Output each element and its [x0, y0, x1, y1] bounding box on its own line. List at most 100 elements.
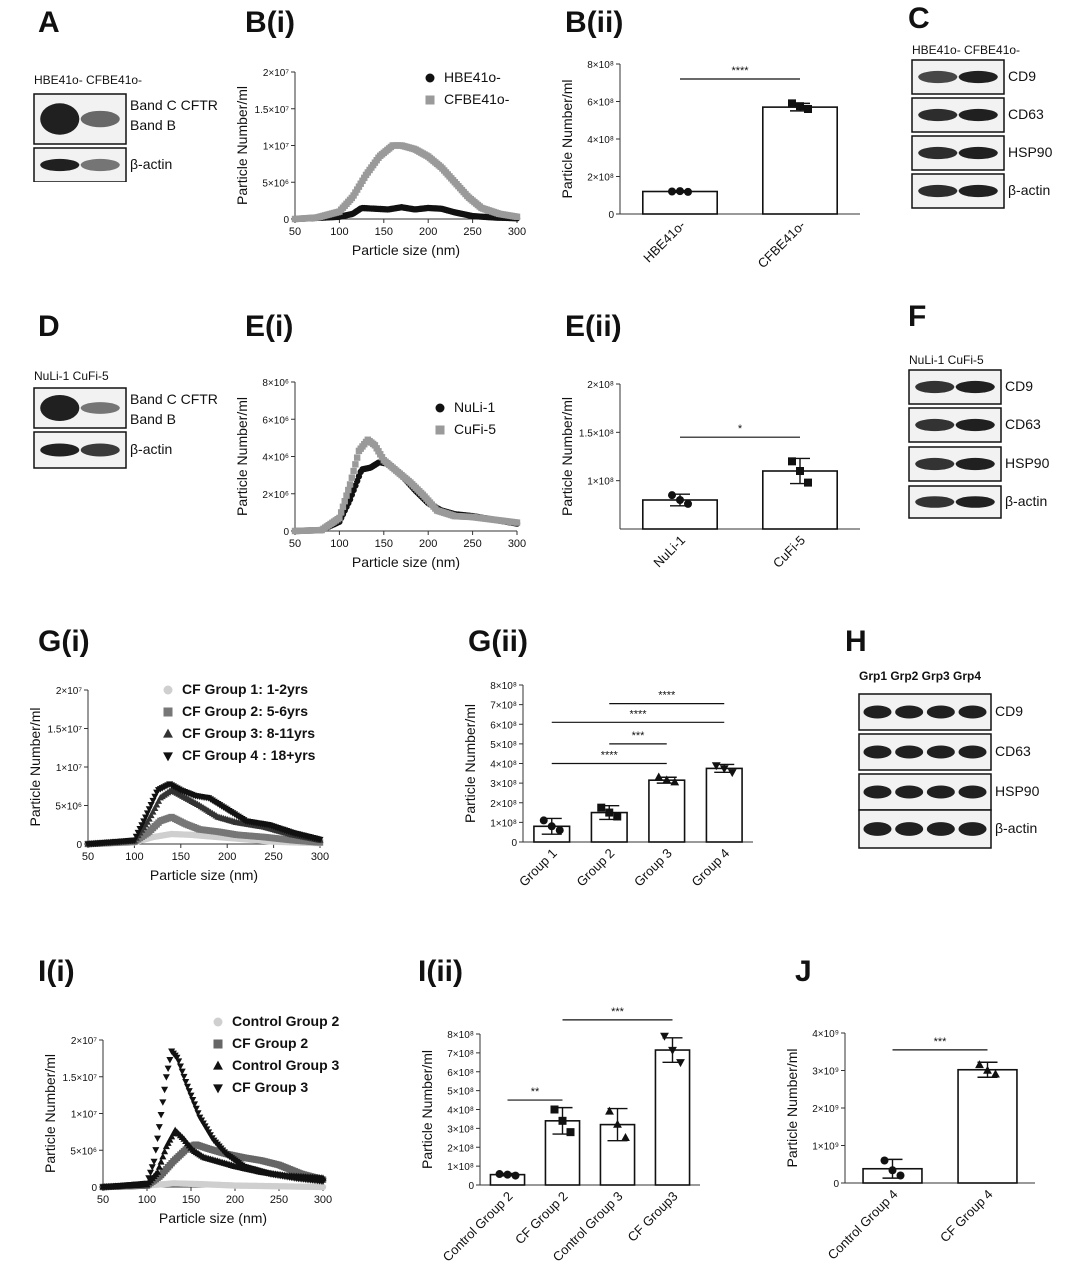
legend-label: CF Group 4 : 18+yrs [182, 747, 316, 763]
significance-label: *** [632, 730, 646, 742]
y-tick-label: 2×10⁸ [490, 799, 517, 810]
data-point [343, 492, 350, 499]
significance-label: *** [611, 1006, 625, 1018]
x-tick-label: 200 [419, 226, 437, 238]
data-point [159, 1099, 167, 1106]
y-tick-label: 1.5×10⁷ [48, 725, 83, 736]
x-tick-label: 300 [314, 1194, 332, 1206]
data-point [153, 801, 161, 808]
legend-marker [163, 752, 173, 762]
data-point [558, 1116, 567, 1125]
blot-band [955, 457, 995, 471]
blot-band [955, 380, 995, 394]
y-tick-label: 5×10⁶ [262, 178, 289, 189]
category-label: Group 2 [574, 846, 618, 890]
panel-label-i-i: I(i) [38, 955, 75, 988]
blot-band [958, 822, 987, 836]
x-tick-label: 250 [264, 851, 282, 863]
data-point [148, 1164, 156, 1171]
blot-band [895, 785, 924, 799]
data-point [983, 1065, 992, 1074]
category-label: CF Group 4 [937, 1187, 996, 1246]
data-point [888, 1166, 897, 1175]
series-2 [291, 436, 521, 535]
blot-band [926, 785, 955, 799]
data-point [662, 775, 672, 784]
chart-j: 0 1×10⁹ 2×10⁹ 3×10⁹ 4×10⁹ Particle Number/ml C… [784, 1029, 1035, 1263]
data-point [727, 769, 737, 778]
category-label: CF Group3 [625, 1189, 681, 1245]
legend-marker [213, 1039, 223, 1049]
legend-label: CF Group 1: 1-2yrs [182, 681, 308, 697]
y-tick-label: 0 [608, 210, 614, 221]
chart-i-ii: 0 1×10⁸ 2×10⁸ 3×10⁸ 4×10⁸ 5×10⁸ 6×10⁸ 7×10⁸ 8×10… [419, 1006, 700, 1265]
category-label: Group 1 [516, 846, 560, 890]
blot-f: NuLi-1 CuFi-5 CD9 CD63 HSP90 β-actin [908, 353, 1050, 519]
blot-band [926, 745, 955, 759]
blot-band [80, 110, 120, 128]
blot-band [40, 395, 80, 421]
data-point [175, 1058, 183, 1065]
y-tick-label: 5×10⁶ [70, 1146, 97, 1157]
y-tick-label: 1.5×10⁷ [63, 1073, 98, 1084]
data-point [353, 454, 361, 461]
y-tick-label: 3×10⁹ [812, 1067, 839, 1078]
blot-row-label: β-actin [130, 441, 172, 457]
panel-label-b-i: B(i) [245, 6, 295, 39]
y-axis-label: Particle Number/ml [234, 397, 250, 516]
legend-label: CuFi-5 [454, 421, 496, 437]
data-point [352, 461, 359, 468]
data-point [566, 1128, 575, 1137]
legend-marker [163, 685, 173, 695]
x-tick-label: 250 [463, 226, 481, 238]
blot-row-label: CD63 [995, 743, 1031, 759]
data-point [176, 1063, 184, 1070]
legend-marker [435, 403, 445, 413]
data-point [161, 1147, 169, 1155]
data-point [975, 1060, 984, 1069]
data-point [668, 491, 676, 500]
data-point [159, 1153, 167, 1160]
y-tick-label: 7×10⁸ [447, 1049, 474, 1060]
category-label: CF Group 2 [512, 1189, 571, 1248]
blot-band [918, 70, 958, 84]
data-point [788, 99, 796, 108]
data-point [147, 1169, 155, 1177]
legend-marker [163, 707, 173, 717]
legend-marker [213, 1060, 223, 1070]
x-tick-label: 50 [289, 226, 301, 238]
blot-row-label: CD63 [1005, 416, 1041, 432]
panel-label-c: C [908, 2, 930, 35]
data-point [341, 498, 348, 505]
y-tick-label: 8×10⁸ [587, 60, 614, 71]
y-tick-label: 4×10⁶ [262, 453, 289, 464]
x-tick-label: 200 [226, 1194, 244, 1206]
data-point [319, 1183, 327, 1191]
data-point [189, 1096, 197, 1104]
blot-band [80, 443, 120, 457]
blot-row-label: CD9 [1005, 378, 1033, 394]
blot-band [863, 785, 892, 799]
blot-band [895, 705, 924, 719]
category-label: NuLi-1 [650, 533, 688, 571]
data-point [796, 467, 804, 475]
data-point [346, 481, 354, 488]
blot-row-label: CD9 [995, 703, 1023, 719]
legend-label: CF Group 2 [232, 1035, 308, 1051]
y-tick-label: 6×10⁸ [447, 1068, 474, 1079]
y-tick-label: 1.5×10⁷ [255, 105, 290, 116]
blot-row-label: β-actin [1005, 493, 1047, 509]
data-point [151, 804, 159, 812]
y-axis-label: Particle Number/ml [559, 79, 575, 198]
blot-row-label: CD63 [1008, 106, 1044, 122]
panel-label-g-i: G(i) [38, 625, 90, 658]
blot-band [926, 822, 955, 836]
data-point [654, 772, 664, 781]
data-point [178, 1068, 186, 1076]
data-point [684, 499, 692, 508]
blot-band [40, 158, 80, 172]
y-axis-label: Particle Number/ml [559, 397, 575, 516]
data-point [192, 1105, 200, 1113]
data-point [154, 1168, 162, 1175]
y-tick-label: 6×10⁸ [490, 720, 517, 731]
